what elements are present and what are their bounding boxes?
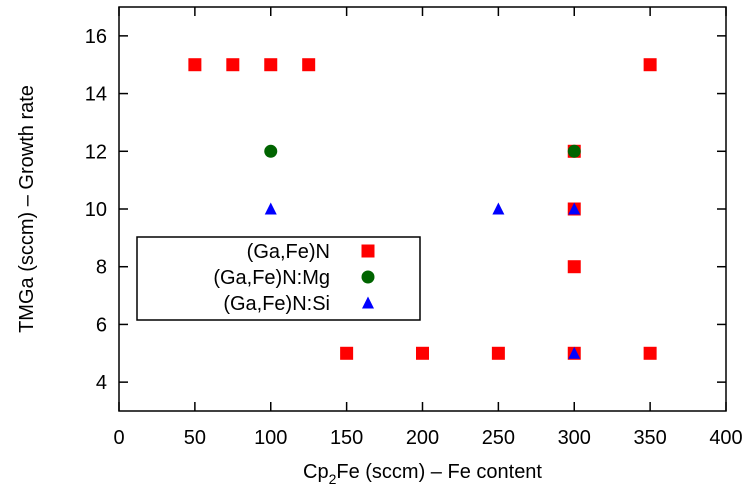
square-marker — [226, 58, 240, 72]
legend-label: (Ga,Fe)N — [247, 241, 330, 263]
legend-circle-marker — [361, 270, 375, 284]
y-tick-label: 8 — [96, 257, 107, 279]
legend-label: (Ga,Fe)N:Si — [223, 293, 330, 315]
x-tick-label: 400 — [709, 427, 742, 449]
legend: (Ga,Fe)N (Ga,Fe)N:Mg (Ga,Fe)N:Si — [136, 236, 421, 321]
x-tick-label: 0 — [113, 427, 124, 449]
square-marker — [491, 346, 505, 360]
triangle-marker — [568, 346, 581, 359]
x-tick-label: 100 — [254, 427, 287, 449]
y-axis-title: TMGa (sccm) – Growth rate — [16, 85, 38, 333]
square-marker — [302, 58, 316, 72]
x-axis-title-subscript: 2 — [329, 471, 337, 487]
legend-label: (Ga,Fe)N:Mg — [213, 267, 330, 289]
triangle-marker — [568, 202, 581, 215]
axis-tick-labels: 0 50 100 150 200 250 300 350 400 4 6 8 10 12 14 16 — [85, 26, 743, 449]
legend-square-marker — [361, 244, 375, 258]
y-tick-label: 4 — [96, 372, 107, 394]
x-axis-title-prefix: Cp — [303, 461, 329, 483]
plot-area-frame — [118, 6, 727, 412]
y-tick-label: 10 — [85, 199, 107, 221]
square-marker — [416, 346, 429, 360]
triangle-marker — [264, 202, 277, 215]
square-marker — [643, 58, 657, 72]
square-marker — [567, 260, 581, 274]
circle-marker — [264, 144, 278, 158]
data-points — [188, 58, 657, 360]
square-marker — [188, 58, 202, 72]
y-tick-label: 6 — [96, 314, 107, 336]
square-marker — [643, 346, 657, 360]
y-tick-label: 12 — [85, 141, 107, 163]
square-marker — [264, 58, 278, 72]
y-tick-label: 16 — [85, 26, 107, 48]
legend-triangle-marker — [362, 296, 374, 309]
x-axis-title-suffix: Fe (sccm) – Fe content — [336, 461, 542, 483]
y-tick-label: 14 — [85, 84, 107, 106]
x-tick-label: 50 — [184, 427, 206, 449]
x-tick-label: 350 — [633, 427, 666, 449]
x-axis-title: Cp2Fe (sccm) – Fe content — [303, 461, 542, 487]
x-tick-label: 250 — [482, 427, 515, 449]
x-tick-label: 300 — [558, 427, 591, 449]
x-tick-label: 150 — [330, 427, 363, 449]
x-tick-label: 200 — [406, 427, 439, 449]
circle-marker — [567, 144, 581, 158]
square-marker — [340, 346, 354, 360]
triangle-marker — [492, 202, 505, 215]
